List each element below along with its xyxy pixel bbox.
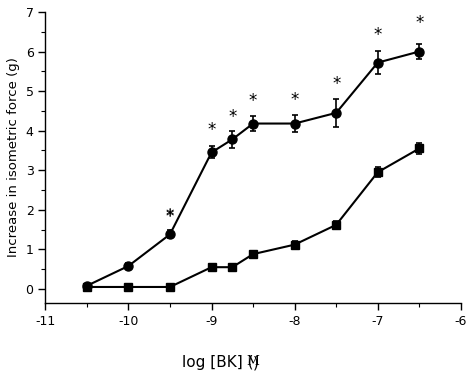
Text: *: * <box>166 207 174 225</box>
Text: M: M <box>246 355 260 368</box>
Text: *: * <box>228 108 237 126</box>
Text: *: * <box>415 14 423 32</box>
Text: *: * <box>374 26 382 44</box>
Text: *: * <box>291 90 299 109</box>
Text: *: * <box>166 208 174 227</box>
Y-axis label: Increase in isometric force (g): Increase in isometric force (g) <box>7 57 20 257</box>
Text: ): ) <box>253 355 259 370</box>
Text: *: * <box>249 92 257 110</box>
Text: *: * <box>207 121 216 139</box>
Text: *: * <box>332 75 340 93</box>
Text: log [BK] (: log [BK] ( <box>182 355 253 370</box>
